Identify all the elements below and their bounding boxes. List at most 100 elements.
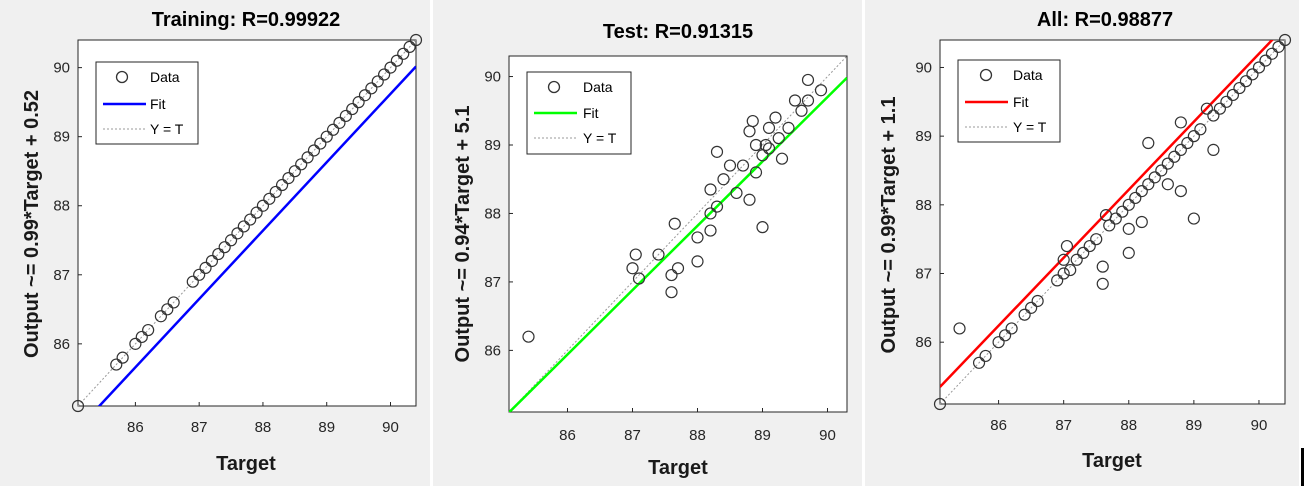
legend-fit-label: Fit — [583, 105, 599, 121]
y-ticks: 86 87 88 89 90 — [53, 60, 70, 353]
data-point — [629, 248, 642, 261]
data-point — [333, 116, 346, 129]
data-point — [749, 138, 763, 152]
x-ticks: 86 87 88 89 90 — [127, 419, 399, 436]
data-point — [288, 165, 301, 178]
data-point — [1252, 61, 1266, 74]
data-point — [668, 217, 681, 230]
data-point — [1070, 253, 1083, 266]
data-point — [1090, 233, 1103, 246]
y-axis-label: Output ~= 0.99*Target + 1.1 — [878, 97, 900, 354]
y-tick-label: 90 — [53, 60, 70, 77]
legend-data-marker — [115, 70, 129, 84]
data-point — [275, 178, 289, 192]
data-point — [756, 221, 769, 234]
x-ticks: 86 87 88 89 90 — [559, 427, 836, 444]
data-point — [1116, 205, 1129, 218]
chart-title: Training: R=0.99922 — [152, 9, 340, 31]
legend-yt-label: Y = T — [583, 130, 617, 146]
x-tick-label: 89 — [1186, 417, 1203, 434]
y-tick-label: 86 — [53, 336, 70, 353]
data-point — [1096, 260, 1109, 273]
data-point — [295, 158, 308, 171]
data-point — [314, 137, 327, 150]
data-point — [710, 200, 724, 213]
legend-fit-label: Fit — [1013, 94, 1029, 110]
x-tick-label: 90 — [819, 427, 836, 444]
data-point — [282, 172, 295, 185]
data-point — [1135, 184, 1148, 198]
data-point — [723, 159, 737, 172]
data-point — [186, 275, 199, 288]
data-point — [378, 68, 391, 81]
data-point — [1168, 150, 1181, 163]
data-point — [110, 358, 123, 371]
data-point — [749, 166, 763, 179]
data-point — [953, 322, 966, 335]
data-point — [193, 268, 206, 281]
data-point — [1057, 253, 1070, 266]
data-point — [1122, 198, 1135, 211]
data-point — [772, 132, 785, 145]
data-point — [795, 104, 808, 117]
x-tick-label: 86 — [559, 427, 576, 444]
data-point — [358, 89, 372, 102]
data-point — [933, 397, 947, 411]
data-point — [339, 109, 352, 123]
data-point — [1155, 164, 1168, 177]
data-point — [1187, 212, 1200, 225]
y-tick-label: 89 — [484, 137, 501, 154]
data-point — [371, 75, 384, 88]
y-tick-label: 87 — [915, 266, 932, 283]
data-point — [704, 224, 717, 237]
y-tick-label: 87 — [484, 274, 501, 291]
x-tick-label: 89 — [318, 419, 335, 436]
data-point — [1142, 136, 1155, 150]
data-point — [1018, 308, 1031, 321]
data-point — [212, 247, 225, 261]
y-tick-label: 90 — [915, 59, 932, 76]
x-axis-label: Target — [216, 453, 276, 475]
data-point — [652, 248, 665, 261]
data-point — [762, 121, 776, 134]
legend-data-marker — [979, 68, 993, 82]
data-point — [979, 349, 992, 363]
data-point — [320, 130, 333, 143]
data-point — [1148, 171, 1161, 184]
data-point — [814, 84, 828, 97]
y-tick-label: 87 — [53, 267, 70, 284]
data-point — [1278, 33, 1292, 47]
data-point — [691, 231, 704, 244]
data-point — [632, 272, 646, 285]
x-tick-label: 89 — [754, 427, 771, 444]
test-chart: Test: R=0.91315 86 87 88 89 90 86 87 88 … — [452, 21, 848, 479]
test-panel: Test: R=0.91315 86 87 88 89 90 86 87 88 … — [433, 0, 862, 486]
data-point — [1057, 267, 1070, 280]
data-point — [801, 94, 815, 107]
legend: Data Fit Y = T — [957, 59, 1061, 143]
data-point — [384, 61, 397, 74]
y-tick-label: 88 — [484, 205, 501, 222]
data-points — [522, 73, 828, 343]
all-panel: All: R=0.98877 86 87 88 89 90 86 87 88 8… — [865, 0, 1299, 486]
legend: Data Fit Y = T — [95, 61, 199, 145]
data-point — [762, 142, 776, 155]
data-point — [626, 262, 639, 275]
data-point — [161, 303, 174, 316]
data-point — [665, 268, 678, 282]
data-point — [759, 138, 772, 152]
data-point — [1142, 178, 1155, 191]
y-tick-label: 86 — [915, 334, 932, 351]
legend-yt-label: Y = T — [150, 121, 184, 137]
data-points — [71, 33, 423, 413]
training-panel: Training: R=0.99922 86 87 88 89 90 86 87… — [0, 0, 430, 486]
data-point — [403, 40, 416, 54]
data-point — [1220, 95, 1233, 108]
data-point — [218, 241, 231, 254]
data-point — [1051, 274, 1064, 287]
data-point — [205, 254, 219, 268]
x-tick-label: 87 — [1055, 417, 1072, 434]
data-point — [1174, 184, 1187, 198]
data-point — [167, 296, 180, 309]
data-point — [154, 310, 168, 323]
